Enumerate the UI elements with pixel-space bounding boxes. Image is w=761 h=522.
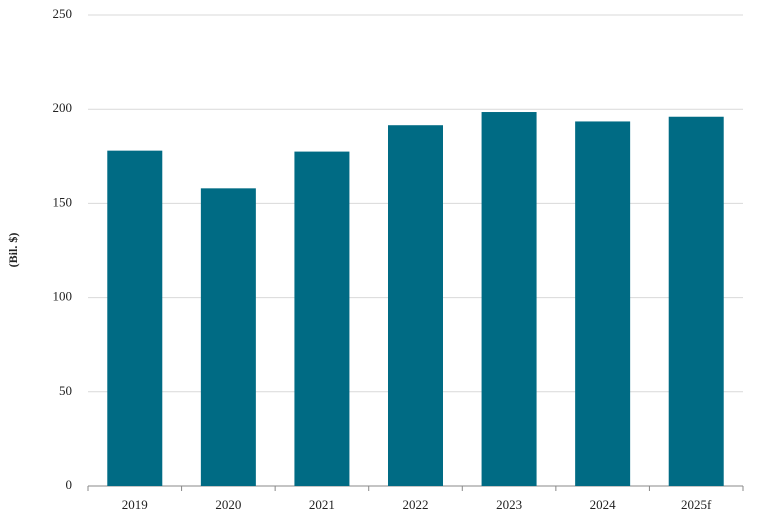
bar [481, 112, 537, 486]
bar [294, 151, 350, 486]
bar [200, 188, 256, 486]
y-tick-label: 50 [59, 383, 72, 398]
y-tick-label: 0 [66, 477, 73, 492]
bar [388, 125, 443, 487]
y-tick-label: 200 [53, 100, 73, 115]
bar [575, 121, 631, 487]
y-tick-label: 250 [53, 6, 73, 21]
x-tick-label: 2024 [590, 497, 617, 512]
y-axis-label: (Bil. $) [6, 233, 20, 268]
bar [668, 116, 724, 487]
x-tick-label: 2022 [403, 497, 429, 512]
x-tick-label: 2021 [309, 497, 335, 512]
x-tick-label: 2020 [215, 497, 241, 512]
y-tick-label: 150 [53, 194, 73, 209]
bar [107, 150, 163, 486]
x-tick-label: 2025f [681, 497, 712, 512]
x-tick-label: 2023 [496, 497, 522, 512]
x-tick-label: 2019 [122, 497, 148, 512]
y-tick-label: 100 [53, 289, 73, 304]
